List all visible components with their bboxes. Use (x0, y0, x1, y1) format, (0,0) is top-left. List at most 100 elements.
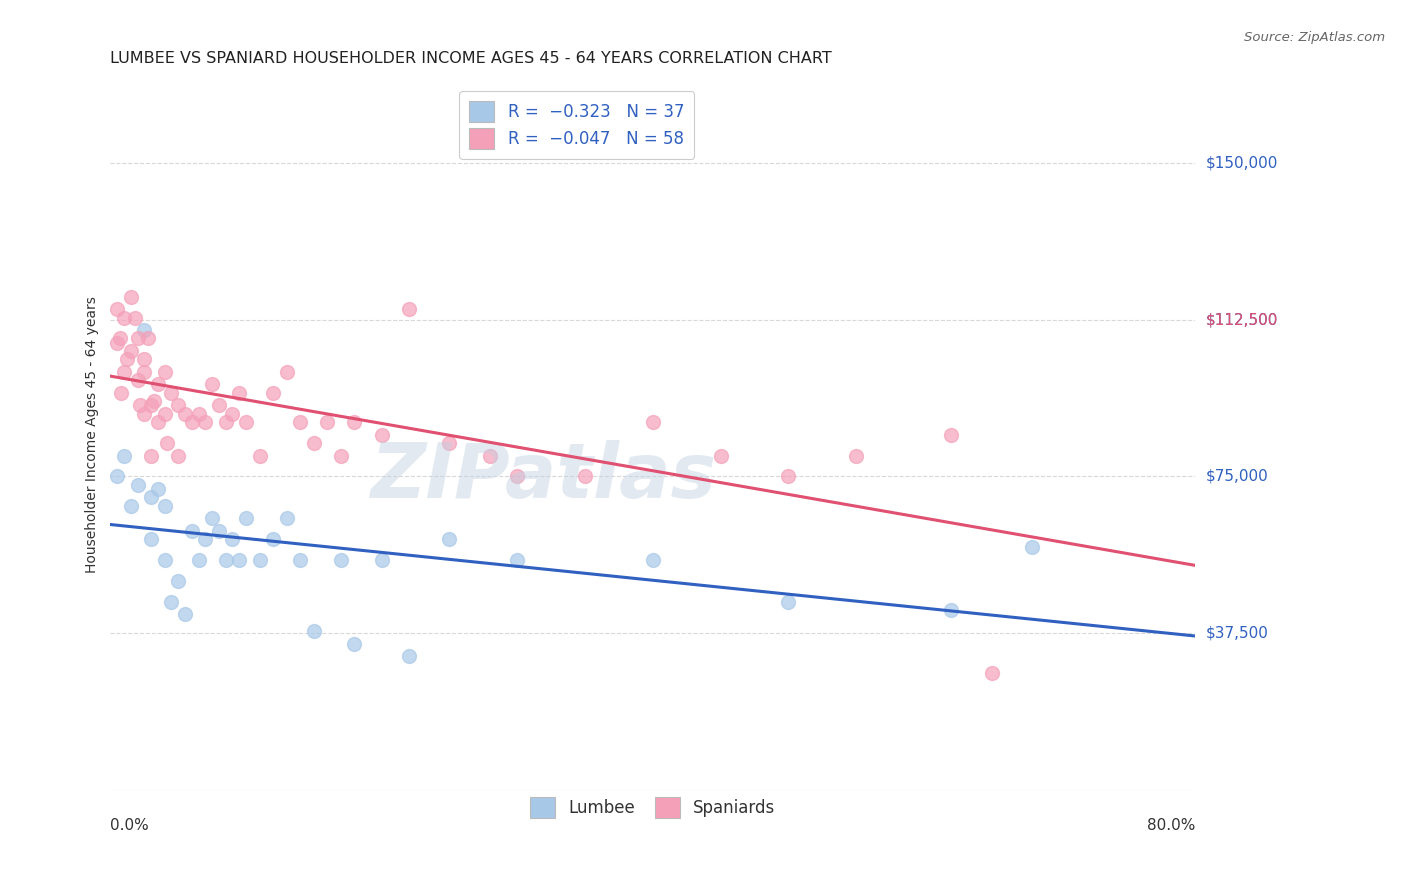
Point (174, 607, 197, 622)
Point (208, 524, 231, 538)
Point (139, 398, 162, 412)
Point (134, 407, 156, 421)
Point (249, 449, 271, 463)
Text: $112,500: $112,500 (1206, 312, 1278, 327)
Point (479, 449, 502, 463)
Point (174, 407, 197, 421)
Y-axis label: Householder Income Ages 45 - 64 years: Householder Income Ages 45 - 64 years (86, 296, 100, 573)
Point (134, 323, 156, 337)
Point (194, 415, 217, 429)
Point (845, 449, 868, 463)
Text: 0.0%: 0.0% (111, 818, 149, 833)
Point (290, 553, 312, 567)
Point (316, 415, 339, 429)
Text: $112,500: $112,500 (1206, 312, 1278, 327)
Point (153, 553, 176, 567)
Point (1021, 541, 1043, 555)
Point (302, 624, 325, 639)
Point (138, 331, 160, 345)
Point (302, 436, 325, 450)
Point (228, 553, 250, 567)
Point (105, 469, 128, 483)
Point (574, 469, 596, 483)
Point (201, 511, 224, 525)
Point (329, 553, 352, 567)
Point (108, 331, 131, 345)
Point (221, 407, 243, 421)
Point (201, 377, 224, 392)
Point (439, 436, 461, 450)
Point (146, 377, 169, 392)
Point (343, 637, 366, 651)
Point (112, 310, 135, 325)
Point (139, 491, 162, 505)
Point (262, 532, 284, 546)
Point (127, 477, 149, 491)
Point (398, 302, 420, 317)
Point (153, 499, 176, 513)
Point (120, 499, 142, 513)
Point (153, 407, 176, 421)
Point (156, 436, 179, 450)
Point (120, 290, 142, 304)
Point (134, 365, 156, 379)
Point (120, 344, 142, 359)
Point (214, 553, 236, 567)
Point (980, 665, 1002, 680)
Point (160, 595, 183, 609)
Point (276, 365, 298, 379)
Point (180, 415, 202, 429)
Point (124, 310, 146, 325)
Point (262, 385, 284, 400)
Point (112, 365, 135, 379)
Point (506, 469, 529, 483)
Point (105, 335, 128, 350)
Point (235, 511, 257, 525)
Point (214, 415, 236, 429)
Point (370, 553, 392, 567)
Point (290, 415, 312, 429)
Text: Source: ZipAtlas.com: Source: ZipAtlas.com (1244, 31, 1385, 45)
Point (276, 511, 298, 525)
Point (249, 553, 271, 567)
Point (641, 553, 664, 567)
Legend: Lumbee, Spaniards: Lumbee, Spaniards (523, 790, 782, 824)
Point (439, 532, 461, 546)
Point (641, 415, 664, 429)
Point (127, 373, 149, 387)
Point (370, 427, 392, 442)
Point (105, 302, 128, 317)
Point (709, 449, 731, 463)
Point (167, 398, 190, 412)
Point (110, 385, 132, 400)
Point (228, 385, 250, 400)
Point (139, 449, 162, 463)
Point (112, 449, 135, 463)
Point (939, 427, 962, 442)
Point (139, 532, 162, 546)
Text: $37,500: $37,500 (1206, 625, 1270, 640)
Point (167, 574, 190, 588)
Point (187, 553, 209, 567)
Point (187, 407, 209, 421)
Point (506, 553, 529, 567)
Point (115, 352, 138, 367)
Text: $75,000: $75,000 (1206, 469, 1268, 484)
Point (939, 603, 962, 617)
Point (778, 469, 800, 483)
Point (235, 415, 257, 429)
Text: 80.0%: 80.0% (1147, 818, 1195, 833)
Point (180, 524, 202, 538)
Text: ZIPatlas: ZIPatlas (371, 441, 717, 515)
Point (221, 532, 243, 546)
Point (127, 331, 149, 345)
Point (194, 532, 217, 546)
Point (129, 398, 152, 412)
Point (778, 595, 800, 609)
Point (208, 398, 231, 412)
Point (343, 415, 366, 429)
Point (146, 482, 169, 496)
Point (142, 394, 165, 409)
Point (398, 649, 420, 664)
Text: LUMBEE VS SPANIARD HOUSEHOLDER INCOME AGES 45 - 64 YEARS CORRELATION CHART: LUMBEE VS SPANIARD HOUSEHOLDER INCOME AG… (111, 51, 832, 66)
